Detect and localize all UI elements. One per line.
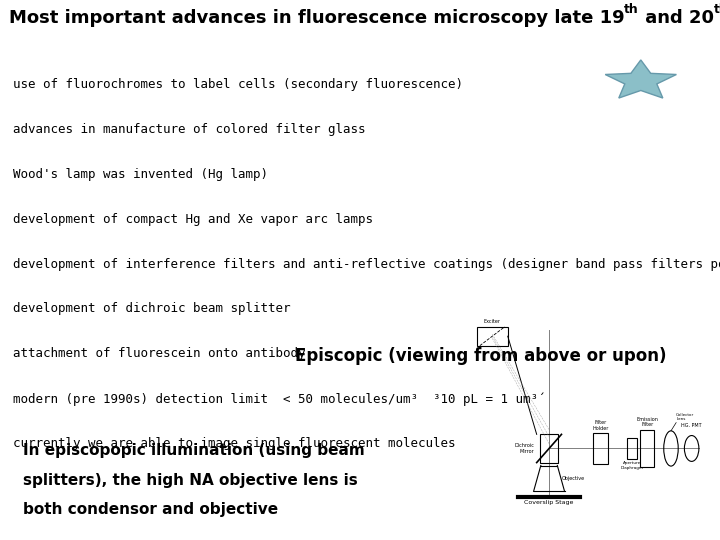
- Text: advances in manufacture of colored filter glass: advances in manufacture of colored filte…: [13, 123, 366, 136]
- Bar: [626, 438, 637, 459]
- Text: Wood's lamp was invented (Hg lamp): Wood's lamp was invented (Hg lamp): [13, 168, 268, 181]
- Text: Most important advances in fluorescence microscopy late 19: Most important advances in fluorescence …: [9, 9, 624, 26]
- Text: Objective: Objective: [562, 476, 585, 481]
- Text: In episcopopic illumination (using beam: In episcopopic illumination (using beam: [23, 443, 365, 458]
- Text: Coverslip Stage: Coverslip Stage: [524, 500, 574, 504]
- Text: development of compact Hg and Xe vapor arc lamps: development of compact Hg and Xe vapor a…: [13, 213, 373, 226]
- Text: attachment of fluorescein onto antibody: attachment of fluorescein onto antibody: [13, 347, 305, 360]
- Text: Episcopic (viewing from above or upon): Episcopic (viewing from above or upon): [295, 347, 667, 365]
- Bar: [593, 433, 608, 464]
- Text: splitters), the high NA objective lens is: splitters), the high NA objective lens i…: [23, 472, 358, 488]
- Text: both condensor and objective: both condensor and objective: [23, 502, 278, 517]
- Text: Collector
Lens: Collector Lens: [676, 413, 694, 421]
- Text: development of interference filters and anti-reflective coatings (designer band : development of interference filters and …: [13, 258, 720, 271]
- Polygon shape: [606, 60, 676, 98]
- Bar: [640, 430, 654, 467]
- Text: development of dichroic beam splitter: development of dichroic beam splitter: [13, 302, 290, 315]
- Text: th: th: [714, 3, 720, 16]
- Text: currently we are able to image single fluorescent molecules: currently we are able to image single fl…: [13, 437, 456, 450]
- Text: HG. PMT: HG. PMT: [681, 423, 702, 429]
- Text: Filter
Holder: Filter Holder: [593, 420, 609, 431]
- Text: Aperture
Diaphragm: Aperture Diaphragm: [620, 461, 643, 470]
- Text: Emission
Filter: Emission Filter: [636, 416, 658, 427]
- Text: th: th: [624, 3, 639, 16]
- Text: use of fluorochromes to label cells (secondary fluorescence): use of fluorochromes to label cells (sec…: [13, 78, 463, 91]
- Text: modern (pre 1990s) detection limit  < 50 molecules/um³  ³10 pL = 1 um³´: modern (pre 1990s) detection limit < 50 …: [13, 392, 546, 406]
- Text: and 20: and 20: [639, 9, 714, 26]
- Bar: [540, 434, 559, 463]
- Text: Dichroic
Mirror: Dichroic Mirror: [515, 443, 535, 454]
- Bar: [477, 327, 508, 346]
- Text: Exciter: Exciter: [484, 320, 501, 325]
